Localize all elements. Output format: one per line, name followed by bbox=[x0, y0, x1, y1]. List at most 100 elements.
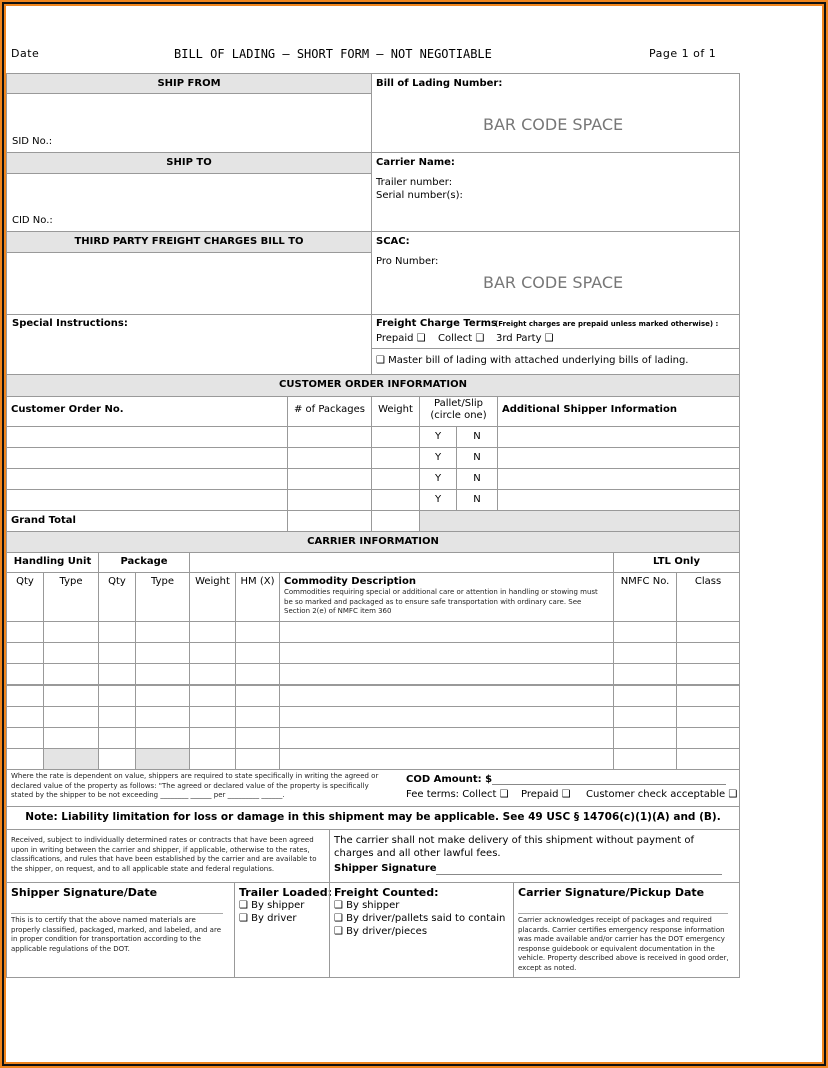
customer-order-cell[interactable] bbox=[6, 426, 288, 448]
class-cell[interactable] bbox=[676, 748, 740, 770]
weight-cell[interactable] bbox=[189, 663, 236, 685]
third-party-checkbox[interactable]: 3rd Party ❑ bbox=[496, 333, 554, 344]
prepaid-checkbox[interactable]: Prepaid ❑ bbox=[376, 333, 426, 344]
fee-prepaid-checkbox[interactable]: Prepaid ❑ bbox=[521, 789, 571, 800]
hm-cell[interactable] bbox=[235, 685, 280, 707]
hm-cell[interactable] bbox=[235, 663, 280, 685]
counted-by-shipper-checkbox[interactable]: ❑ By shipper bbox=[334, 900, 400, 911]
hu-type-cell[interactable] bbox=[43, 706, 99, 728]
ship-to-field[interactable]: CID No.: bbox=[6, 173, 372, 232]
nmfc-cell[interactable] bbox=[613, 685, 677, 707]
hm-cell[interactable] bbox=[235, 642, 280, 664]
commodity-cell[interactable] bbox=[279, 663, 614, 685]
nmfc-cell[interactable] bbox=[613, 727, 677, 749]
class-cell[interactable] bbox=[676, 642, 740, 664]
customer-order-cell[interactable] bbox=[6, 489, 288, 511]
weight-cell[interactable] bbox=[189, 727, 236, 749]
counted-by-driver-pallets-checkbox[interactable]: ❑ By driver/pallets said to contain bbox=[334, 913, 506, 924]
pkg-type-cell[interactable] bbox=[135, 642, 190, 664]
slip-n-option[interactable]: N bbox=[456, 489, 498, 511]
pallet-y-option[interactable]: Y bbox=[419, 489, 457, 511]
class-cell[interactable] bbox=[676, 706, 740, 728]
customer-order-cell[interactable] bbox=[497, 447, 740, 469]
customer-order-cell[interactable] bbox=[371, 468, 420, 490]
slip-n-option[interactable]: N bbox=[456, 426, 498, 448]
customer-order-cell[interactable] bbox=[497, 426, 740, 448]
hu-qty-cell[interactable] bbox=[6, 727, 44, 749]
pallet-y-option[interactable]: Y bbox=[419, 468, 457, 490]
counted-by-driver-pieces-checkbox[interactable]: ❑ By driver/pieces bbox=[334, 926, 428, 937]
third-party-field[interactable] bbox=[6, 252, 372, 315]
hu-type-cell[interactable] bbox=[43, 621, 99, 643]
bol-number-field[interactable]: Bill of Lading Number: BAR CODE SPACE bbox=[371, 73, 740, 153]
pkg-type-cell[interactable] bbox=[135, 621, 190, 643]
pkg-qty-cell[interactable] bbox=[98, 748, 136, 770]
customer-check-checkbox[interactable]: Customer check acceptable ❑ bbox=[586, 789, 738, 800]
slip-n-option[interactable]: N bbox=[456, 447, 498, 469]
hu-qty-cell[interactable] bbox=[6, 621, 44, 643]
pkg-qty-cell[interactable] bbox=[98, 663, 136, 685]
customer-order-cell[interactable] bbox=[287, 468, 372, 490]
ship-from-field[interactable]: SID No.: bbox=[6, 93, 372, 153]
weight-cell[interactable] bbox=[189, 621, 236, 643]
shipper-sig-date-box[interactable]: Shipper Signature/Date This is to certif… bbox=[6, 882, 235, 978]
weight-cell[interactable] bbox=[189, 642, 236, 664]
pkg-qty-cell[interactable] bbox=[98, 727, 136, 749]
pkg-qty-cell[interactable] bbox=[98, 621, 136, 643]
pkg-type-cell[interactable] bbox=[135, 706, 190, 728]
scac-field[interactable]: SCAC: Pro Number: BAR CODE SPACE bbox=[371, 231, 740, 315]
commodity-cell[interactable] bbox=[279, 621, 614, 643]
grand-total-weight[interactable] bbox=[371, 510, 420, 532]
customer-order-cell[interactable] bbox=[497, 489, 740, 511]
weight-cell[interactable] bbox=[189, 706, 236, 728]
hu-type-cell[interactable] bbox=[43, 685, 99, 707]
pkg-type-cell[interactable] bbox=[135, 663, 190, 685]
commodity-cell[interactable] bbox=[279, 706, 614, 728]
customer-order-cell[interactable] bbox=[371, 489, 420, 511]
cod-amount-line[interactable] bbox=[492, 784, 726, 785]
commodity-cell[interactable] bbox=[279, 727, 614, 749]
customer-order-cell[interactable] bbox=[497, 468, 740, 490]
pkg-qty-cell[interactable] bbox=[98, 685, 136, 707]
pkg-qty-cell[interactable] bbox=[98, 706, 136, 728]
commodity-cell[interactable] bbox=[279, 642, 614, 664]
hu-qty-cell[interactable] bbox=[6, 685, 44, 707]
trailer-by-driver-checkbox[interactable]: ❑ By driver bbox=[239, 913, 297, 924]
shipper-signature-line[interactable] bbox=[436, 874, 722, 875]
nmfc-cell[interactable] bbox=[613, 642, 677, 664]
customer-order-cell[interactable] bbox=[371, 426, 420, 448]
special-instructions-field[interactable]: Special Instructions: bbox=[6, 314, 372, 375]
hu-type-cell[interactable] bbox=[43, 642, 99, 664]
class-cell[interactable] bbox=[676, 727, 740, 749]
pallet-y-option[interactable]: Y bbox=[419, 426, 457, 448]
master-bol-checkbox[interactable]: ❑ Master bill of lading with attached un… bbox=[376, 355, 689, 366]
nmfc-cell[interactable] bbox=[613, 706, 677, 728]
weight-cell[interactable] bbox=[189, 748, 236, 770]
hu-qty-cell[interactable] bbox=[6, 706, 44, 728]
carrier-field[interactable]: Carrier Name: Trailer number: Serial num… bbox=[371, 152, 740, 232]
pallet-y-option[interactable]: Y bbox=[419, 447, 457, 469]
hm-cell[interactable] bbox=[235, 748, 280, 770]
customer-order-cell[interactable] bbox=[371, 447, 420, 469]
hu-type-cell[interactable] bbox=[43, 727, 99, 749]
customer-order-cell[interactable] bbox=[287, 426, 372, 448]
grand-total-packages[interactable] bbox=[287, 510, 372, 532]
class-cell[interactable] bbox=[676, 663, 740, 685]
commodity-cell[interactable] bbox=[279, 748, 614, 770]
customer-order-cell[interactable] bbox=[287, 489, 372, 511]
customer-order-cell[interactable] bbox=[287, 447, 372, 469]
commodity-cell[interactable] bbox=[279, 685, 614, 707]
hu-type-cell[interactable] bbox=[43, 663, 99, 685]
customer-order-cell[interactable] bbox=[6, 468, 288, 490]
hm-cell[interactable] bbox=[235, 727, 280, 749]
nmfc-cell[interactable] bbox=[613, 748, 677, 770]
class-cell[interactable] bbox=[676, 621, 740, 643]
hu-qty-cell[interactable] bbox=[6, 642, 44, 664]
weight-cell[interactable] bbox=[189, 685, 236, 707]
carrier-sig-box[interactable]: Carrier Signature/Pickup Date Carrier ac… bbox=[513, 882, 740, 978]
hm-cell[interactable] bbox=[235, 706, 280, 728]
collect-checkbox[interactable]: Collect ❑ bbox=[438, 333, 485, 344]
customer-order-cell[interactable] bbox=[6, 447, 288, 469]
pkg-type-cell[interactable] bbox=[135, 727, 190, 749]
nmfc-cell[interactable] bbox=[613, 621, 677, 643]
